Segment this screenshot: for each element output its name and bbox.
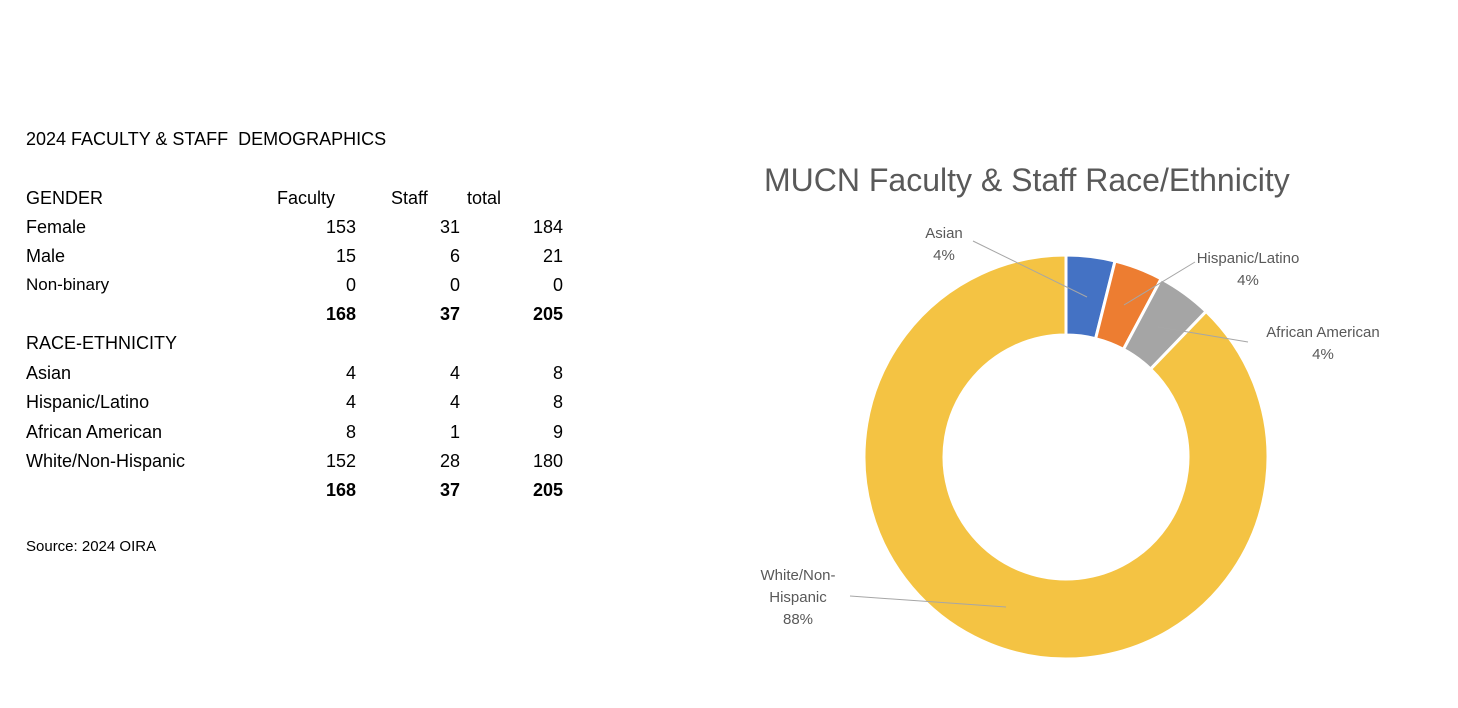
- total-value: 0: [552, 275, 563, 295]
- slice-label: Hispanic/Latino 4%: [1197, 250, 1300, 289]
- table-row: Female 153 31 184: [0, 215, 620, 239]
- table-title: 2024 FACULTY & STAFF DEMOGRAPHICS: [26, 129, 387, 149]
- donut-slice-white-non-hispanic: [862, 253, 1270, 661]
- row-label: White/Non-Hispanic: [26, 451, 186, 471]
- total-value: 8: [552, 392, 563, 412]
- donut-chart: MUCN Faculty & Staff Race/Ethnicity Asia…: [690, 150, 1430, 690]
- faculty-value: 153: [325, 217, 356, 237]
- total-value: 184: [532, 217, 563, 237]
- gender-header: GENDER: [26, 188, 104, 208]
- grand-total: 205: [532, 304, 563, 324]
- table-row: Male 15 6 21: [0, 244, 620, 268]
- leader-line: [849, 595, 1007, 608]
- staff-header: Staff: [391, 188, 428, 208]
- row-label: Male: [26, 246, 66, 266]
- row-label: African American: [26, 422, 163, 442]
- slice-label: White/Non-Hispanic 88%: [760, 567, 835, 628]
- slice-label: Asian 4%: [925, 225, 963, 264]
- staff-total: 37: [439, 480, 460, 500]
- staff-total: 37: [439, 304, 460, 324]
- race-header-row: RACE-ETHNICITY: [0, 331, 620, 355]
- gender-header-row: GENDER Faculty Staff total: [0, 186, 620, 210]
- table-row: Non-binary 0 0 0: [0, 273, 620, 297]
- leader-line: [1123, 261, 1196, 306]
- staff-value: 31: [439, 217, 460, 237]
- faculty-value: 4: [345, 363, 356, 383]
- donut-chart-svg: Asian 4% Hispanic/Latino 4% African American…: [760, 225, 1380, 661]
- table-row: Hispanic/Latino 4 4 8: [0, 390, 620, 414]
- staff-value: 6: [449, 246, 460, 266]
- staff-value: 0: [449, 275, 460, 295]
- row-label: Hispanic/Latino: [26, 392, 150, 412]
- total-value: 180: [532, 451, 563, 471]
- leader-line: [1157, 326, 1249, 343]
- leader-line: [972, 240, 1088, 298]
- slice-label: African American 4%: [1266, 324, 1379, 363]
- table-row: Asian 4 4 8: [0, 361, 620, 385]
- row-label: Non-binary: [26, 275, 110, 294]
- faculty-total: 168: [325, 304, 356, 324]
- row-label: Female: [26, 217, 87, 237]
- faculty-value: 15: [335, 246, 356, 266]
- race-totals-row: 168 37 205: [0, 478, 620, 502]
- staff-value: 28: [439, 451, 460, 471]
- faculty-value: 4: [345, 392, 356, 412]
- faculty-value: 0: [345, 275, 356, 295]
- race-header: RACE-ETHNICITY: [26, 333, 178, 353]
- demographics-table: 2024 FACULTY & STAFF DEMOGRAPHICS GENDER…: [0, 0, 620, 708]
- faculty-header: Faculty: [277, 188, 336, 208]
- staff-value: 4: [449, 363, 460, 383]
- row-label: Asian: [26, 363, 72, 383]
- faculty-value: 152: [325, 451, 356, 471]
- table-row: White/Non-Hispanic 152 28 180: [0, 449, 620, 473]
- staff-value: 4: [449, 392, 460, 412]
- total-value: 8: [552, 363, 563, 383]
- gender-totals-row: 168 37 205: [0, 302, 620, 326]
- staff-value: 1: [449, 422, 460, 442]
- table-row: African American 8 1 9: [0, 420, 620, 444]
- total-value: 21: [542, 246, 563, 266]
- chart-title: MUCN Faculty & Staff Race/Ethnicity: [764, 162, 1290, 198]
- source-note: Source: 2024 OIRA: [26, 538, 157, 555]
- faculty-value: 8: [345, 422, 356, 442]
- faculty-total: 168: [325, 480, 356, 500]
- total-header: total: [467, 188, 502, 208]
- total-value: 9: [552, 422, 563, 442]
- grand-total: 205: [532, 480, 563, 500]
